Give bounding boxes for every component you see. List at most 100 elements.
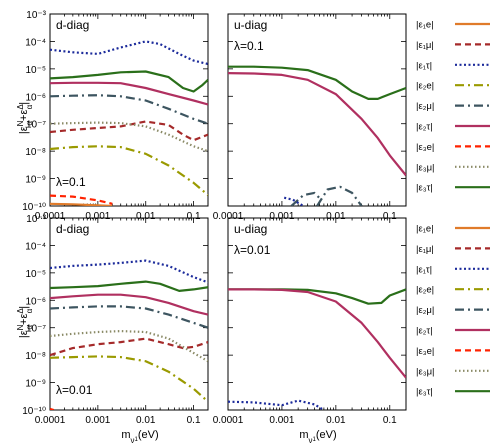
series-line: [228, 399, 325, 410]
legend-item: |ε₃μ|: [416, 162, 490, 173]
y-tick-label: 10⁻¹⁰: [22, 202, 46, 213]
series-line: [228, 288, 406, 379]
y-tick-label: 10⁻⁸: [25, 147, 46, 158]
x-tick-label: 0.0001: [35, 415, 66, 426]
panels: 0.0001 0.001 0.01 0.1 10⁻¹⁰ 10⁻⁹ 10⁻⁸ 10⁻⁷ 10⁻⁶ 1…: [22, 10, 407, 426]
legend-item: |ε₃e|: [416, 142, 490, 153]
legend-label: |ε₁e|: [416, 224, 434, 235]
legend-item: |ε₁τ|: [416, 264, 490, 275]
x-tick-label: 0.01: [136, 211, 156, 222]
series-line: [50, 407, 55, 410]
series-line: [228, 65, 406, 101]
y-axis-label-top: |εNα+εΔα|: [16, 102, 34, 134]
series-line: [50, 194, 113, 205]
x-tick-label: 0.0001: [35, 211, 66, 222]
legend-label: |ε₂μ|: [416, 305, 434, 316]
y-tick-label: 10⁻⁷: [26, 120, 46, 131]
legend-item: |ε₁μ|: [416, 244, 490, 255]
legend-bottom: |ε₁e| |ε₁μ| |ε₁τ| |ε₂e| |ε₂μ| |ε₂τ| |ε₃e| |ε₃μ|…: [416, 224, 490, 398]
panel-bottom-right: 0.0001 0.001 0.01 0.1 u-diag λ=0.01: [213, 217, 407, 426]
panel-bottom-left: 0.0001 0.001 0.01 0.1 10⁻¹⁰ 10⁻⁹ 10⁻⁸ 10⁻⁷ 10⁻⁶ 1…: [22, 214, 209, 426]
legend-item: |ε₂μ|: [416, 101, 490, 112]
legend-item: |ε₂μ|: [416, 305, 490, 316]
series-line: [50, 120, 208, 142]
legend-item: |ε₃μ|: [416, 366, 490, 377]
plot-frame: [227, 217, 407, 411]
y-tick-label: 10⁻⁴: [25, 37, 46, 48]
series-line: [50, 202, 113, 206]
series-line: [50, 293, 208, 316]
legend-label: |ε₁μ|: [416, 40, 434, 51]
series-group: [50, 40, 208, 206]
series-line: [50, 355, 208, 403]
x-tick-label: 0.001: [85, 211, 110, 222]
legend-label: |ε₂μ|: [416, 101, 434, 112]
legend-item: |ε₂e|: [416, 285, 490, 296]
legend-label: |ε₁e|: [416, 20, 434, 31]
y-tick-label: 10⁻⁹: [25, 379, 46, 390]
x-tick-label: 0.01: [326, 415, 346, 426]
panel-annotation-diag: d-diag: [56, 18, 89, 32]
panel-annotation-lambda: λ=0.1: [234, 39, 264, 53]
x-tick-label: 0.1: [383, 211, 397, 222]
legend-item: |ε₂τ|: [416, 122, 490, 133]
x-tick-label: 0.01: [136, 415, 156, 426]
series-line: [50, 259, 208, 284]
y-tick-label: 10⁻³: [26, 214, 46, 225]
series-line: [50, 81, 208, 106]
y-tick-label: 10⁻⁶: [25, 92, 46, 103]
legend-item: |ε₁e|: [416, 224, 490, 235]
panel-top-left: 0.0001 0.001 0.01 0.1 10⁻¹⁰ 10⁻⁹ 10⁻⁸ 10⁻⁷ 10⁻⁶ 1…: [22, 10, 209, 222]
series-line: [50, 280, 208, 292]
legend-item: |ε₂τ|: [416, 326, 490, 337]
legend-label: |ε₃μ|: [416, 366, 435, 377]
y-tick-label: 10⁻⁷: [26, 324, 46, 335]
legend-label: |ε₃τ|: [416, 183, 433, 194]
panel-top-right: 0.0001 0.001 0.01 0.1 u-diag λ=0.1: [213, 13, 407, 222]
series-line: [228, 72, 406, 177]
legend-label: |ε₂e|: [416, 81, 434, 92]
y-tick-label: 10⁻⁵: [25, 65, 46, 76]
legend-label: |ε₁τ|: [416, 264, 432, 275]
legend-label: |ε₂τ|: [416, 122, 433, 133]
x-tick-label: 0.01: [326, 211, 346, 222]
legends: |ε₁e| |ε₁μ| |ε₁τ| |ε₂e| |ε₂μ| |ε₂τ| |ε₃e| |ε₃μ|…: [416, 20, 490, 398]
panel-annotation-diag: u-diag: [234, 18, 267, 32]
y-tick-label: 10⁻⁸: [25, 351, 46, 362]
legend-item: |ε₂e|: [416, 81, 490, 92]
legend-item: |ε₃τ|: [416, 387, 490, 398]
series-line: [290, 191, 323, 206]
x-tick-label: 0.0001: [213, 211, 244, 222]
x-tick-label: 0.001: [85, 415, 110, 426]
legend-label: |ε₁τ|: [416, 60, 432, 71]
y-tick-label: 10⁻⁶: [25, 296, 46, 307]
x-tick-label: 0.1: [187, 211, 201, 222]
series-line: [50, 337, 208, 357]
legend-label: |ε₃μ|: [416, 162, 435, 173]
y-axis-label-bottom: |εNα+εΔα|: [16, 306, 34, 338]
y-tick-label: 10⁻⁴: [25, 241, 46, 252]
legend-item: |ε₃τ|: [416, 183, 490, 194]
legend-label: |ε₂e|: [416, 285, 434, 296]
panel-annotation-lambda: λ=0.01: [234, 243, 271, 257]
x-axis-label-right: mν1(eV): [299, 429, 336, 445]
legend-item: |ε₁μ|: [416, 40, 490, 51]
legend-label: |ε₃e|: [416, 346, 434, 357]
y-tick-label: 10⁻⁵: [25, 269, 46, 280]
legend-item: |ε₁τ|: [416, 60, 490, 71]
y-tick-label: 10⁻¹⁰: [22, 406, 46, 417]
series-line: [228, 288, 406, 305]
panel-annotation-lambda: λ=0.1: [56, 175, 86, 189]
series-line: [50, 305, 208, 329]
panel-annotation-lambda: λ=0.01: [56, 383, 93, 397]
x-ticks: [227, 13, 407, 207]
series-group: [228, 65, 406, 206]
legend-label: |ε₃e|: [416, 142, 434, 153]
series-line: [50, 145, 208, 196]
series-line: [316, 185, 363, 206]
x-tick-label: 0.1: [187, 415, 201, 426]
y-tick-label: 10⁻³: [26, 10, 46, 21]
plot-frame: [227, 13, 407, 207]
series-line: [50, 70, 208, 93]
